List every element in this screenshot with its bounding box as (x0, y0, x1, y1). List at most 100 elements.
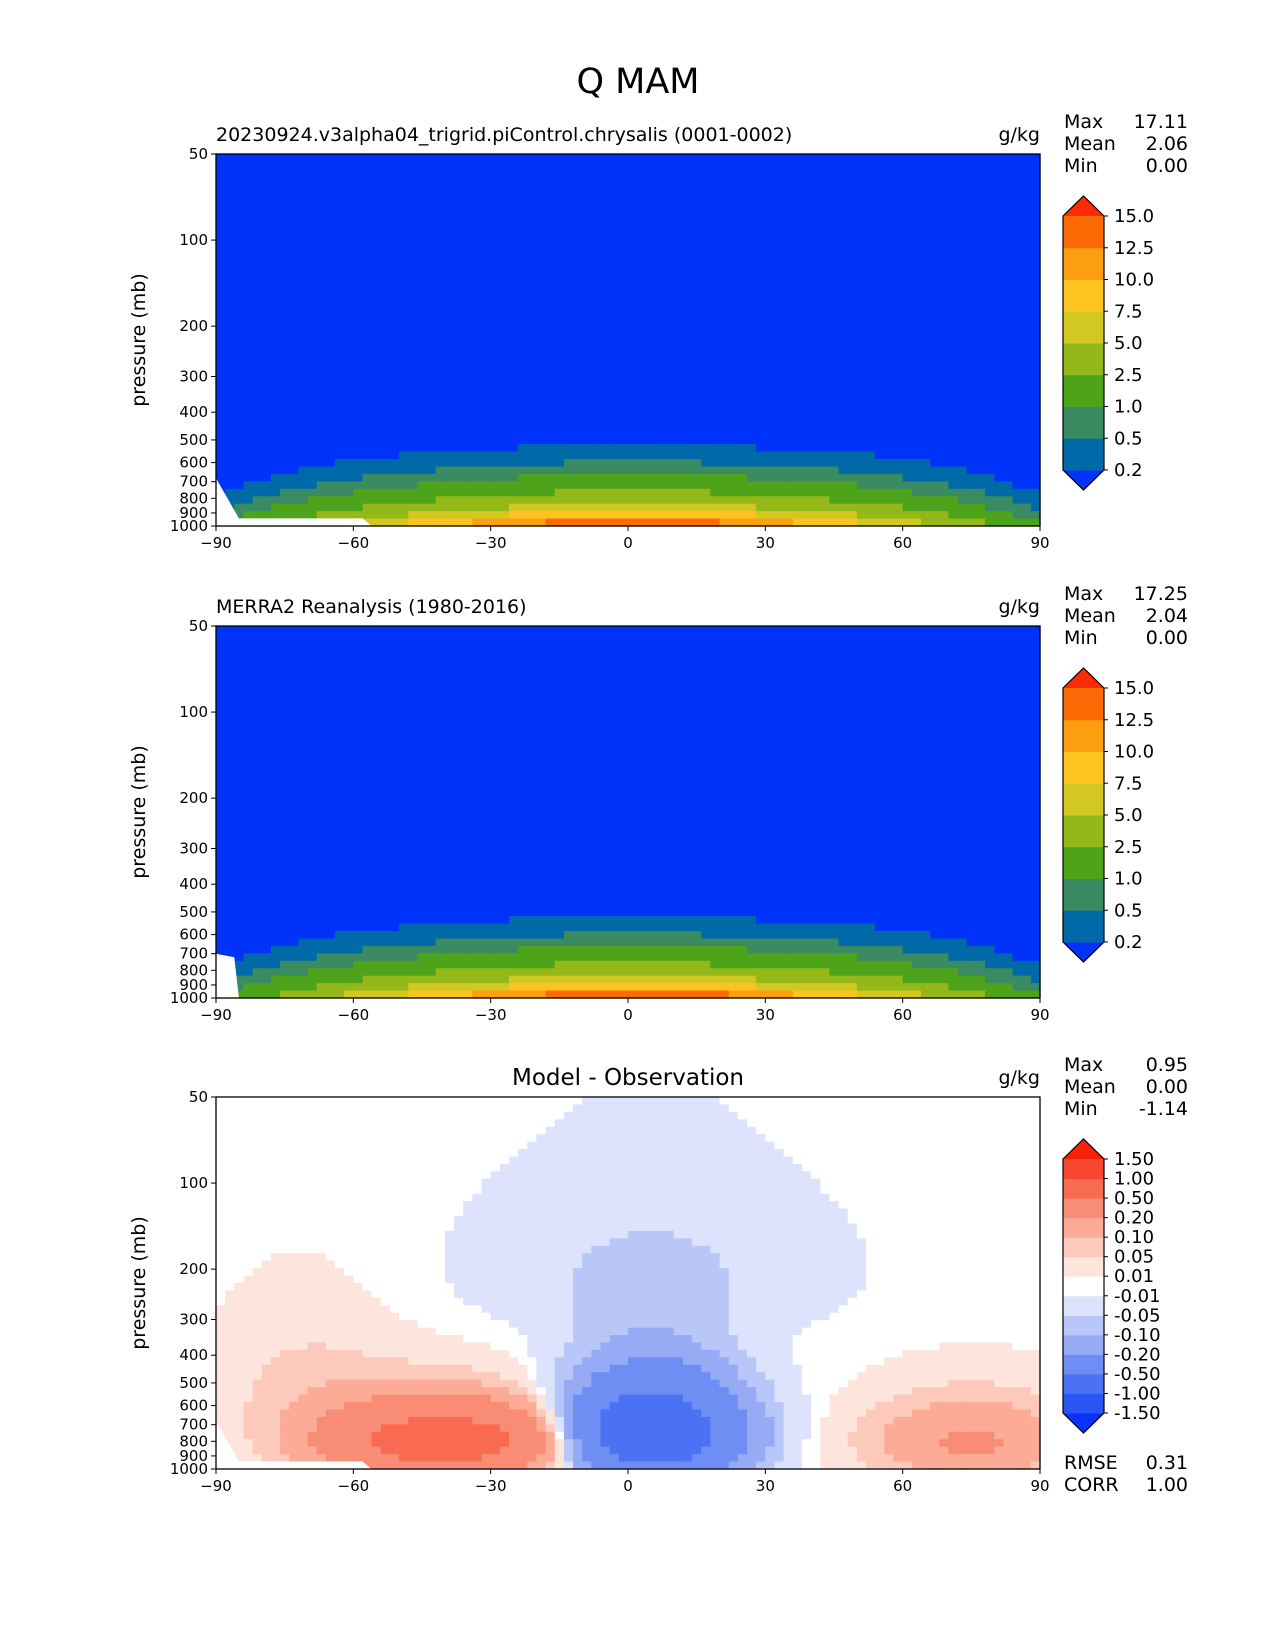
contour-cell (600, 354, 611, 363)
contour-cell (444, 640, 455, 649)
contour-cell (316, 429, 327, 438)
contour-cell (362, 250, 373, 259)
contour-cell (426, 421, 437, 430)
contour-cell (838, 459, 849, 468)
contour-cell (692, 235, 702, 244)
contour-cell (838, 332, 849, 341)
contour-cell (728, 451, 739, 460)
contour-cell (600, 473, 611, 482)
contour-cell (975, 626, 986, 635)
contour-cell (472, 496, 483, 505)
contour-cell (930, 176, 940, 185)
contour-cell (234, 503, 245, 512)
contour-cell (444, 161, 455, 170)
contour-cell (829, 384, 840, 393)
contour-cell (829, 287, 840, 296)
contour-cell (454, 332, 464, 341)
contour-cell (801, 258, 812, 267)
contour-cell (1021, 518, 1032, 527)
contour-cell (362, 655, 373, 664)
contour-cell (399, 183, 409, 192)
contour-cell (820, 518, 831, 527)
contour-cell (801, 228, 812, 237)
contour-cell (563, 466, 574, 475)
contour-cell (280, 496, 290, 505)
contour-cell (664, 273, 675, 282)
contour-cell (1030, 325, 1041, 334)
contour-cell (344, 302, 354, 311)
contour-cell (280, 392, 290, 401)
panels: 20230924.v3alpha04_trigrid.piControl.chr… (128, 111, 1188, 1496)
contour-cell (499, 235, 510, 244)
contour-cell (225, 354, 235, 363)
contour-cell (536, 154, 547, 163)
contour-cell (216, 354, 226, 363)
contour-cell (994, 362, 1004, 371)
contour-cell (454, 459, 464, 468)
contour-cell (280, 325, 290, 334)
contour-cell (591, 473, 602, 482)
contour-cell (838, 354, 849, 363)
contour-cell (545, 377, 556, 386)
contour-cell (481, 503, 492, 512)
contour-cell (1030, 429, 1041, 438)
contour-cell (408, 451, 419, 460)
y-tick-label: 300 (179, 367, 208, 385)
contour-cell (783, 265, 794, 274)
contour-cell (664, 154, 675, 163)
contour-cell (582, 414, 592, 423)
contour-cell (490, 655, 501, 664)
contour-cell (344, 154, 354, 163)
contour-cell (325, 183, 336, 192)
contour-cell (417, 273, 428, 282)
contour-cell (628, 421, 638, 430)
contour-cell (747, 640, 757, 649)
contour-cell (966, 198, 977, 207)
contour-cell (985, 511, 995, 520)
contour-cell (994, 332, 1004, 341)
contour-cell (490, 406, 501, 415)
contour-cell (399, 444, 409, 453)
contour-cell (444, 340, 455, 349)
contour-cell (994, 183, 1004, 192)
contour-cell (380, 258, 391, 267)
contour-cell (362, 384, 373, 393)
contour-cell (270, 362, 281, 371)
contour-cell (325, 265, 336, 274)
contour-cell (252, 280, 263, 289)
contour-cell (655, 287, 666, 296)
contour-cell (774, 176, 785, 185)
contour-cell (508, 633, 519, 642)
contour-cell (975, 473, 986, 482)
contour-cell (920, 511, 931, 520)
contour-cell (930, 626, 940, 635)
contour-cell (508, 466, 519, 475)
contour-cell (399, 295, 409, 304)
contour-cell (426, 384, 437, 393)
contour-cell (270, 340, 281, 349)
contour-cell (673, 362, 684, 371)
contour-cell (1003, 384, 1014, 393)
contour-cell (847, 369, 858, 378)
contour-cell (829, 161, 840, 170)
contour-cell (582, 451, 592, 460)
contour-cell (719, 392, 730, 401)
contour-cell (508, 176, 519, 185)
contour-cell (646, 362, 657, 371)
contour-cell (463, 626, 473, 635)
contour-cell (609, 154, 620, 163)
contour-cell (875, 429, 885, 438)
contour-cell (728, 191, 739, 200)
contour-cell (499, 198, 510, 207)
contour-cell (884, 451, 895, 460)
contour-cell (280, 250, 290, 259)
contour-cell (399, 347, 409, 356)
contour-cell (902, 429, 913, 438)
contour-cell (463, 332, 473, 341)
contour-cell (994, 466, 1004, 475)
contour-cell (325, 168, 336, 177)
contour-cell (838, 280, 849, 289)
contour-cell (829, 332, 840, 341)
contour-cell (472, 377, 483, 386)
contour-cell (554, 235, 565, 244)
